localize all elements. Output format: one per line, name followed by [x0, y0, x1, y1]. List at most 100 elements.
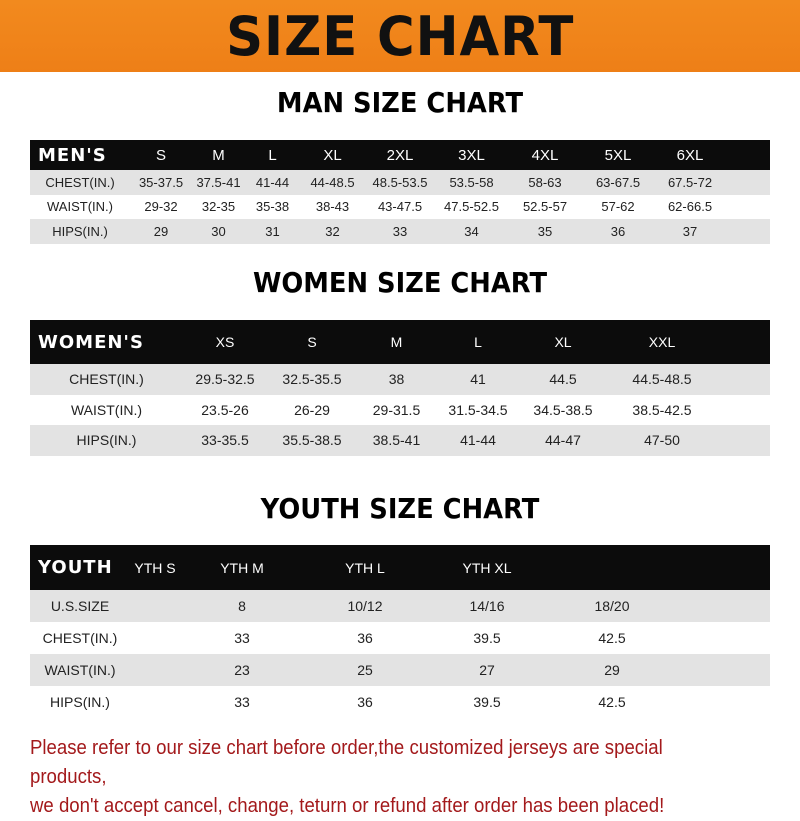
table-cell: 47.5-52.5: [444, 199, 499, 215]
table-cell: L: [474, 334, 482, 350]
table-cell: 62-66.5: [667, 199, 713, 215]
table-cell: 47-50: [644, 432, 680, 449]
table-cell: YTH XL: [462, 559, 512, 576]
table-row: U.S.SIZE 8 10/12 14/16 18/20: [30, 590, 770, 622]
table-cell: 44.5: [549, 371, 577, 388]
table-header-row: WOMEN'S XS S M L XL XXL: [30, 320, 770, 364]
table-cell: 25: [357, 662, 373, 678]
table-row: WAIST(IN.) 23.5-26 26-29 29-31.5 31.5-34.5 34…: [30, 394, 770, 425]
table-cell: 31.5-34.5: [448, 401, 508, 418]
table-cell: XS: [215, 334, 235, 350]
row-label: WAIST(IN.): [47, 199, 113, 215]
table-cell: 23.5-26: [201, 401, 249, 418]
title-banner: SIZE CHART: [0, 0, 800, 72]
table-cell: 29-32: [144, 199, 178, 215]
table-cell: 32-35: [201, 199, 236, 215]
table-cell: 6XL: [676, 146, 704, 164]
row-label: WOMEN'S: [38, 331, 144, 353]
table-cell: 36: [357, 630, 373, 646]
table-cell: YTH L: [345, 559, 385, 576]
table-cell: 2XL: [386, 146, 414, 164]
table-cell: 8: [238, 598, 246, 614]
notice-line: Please refer to our size chart before or…: [30, 737, 663, 788]
table-cell: M: [212, 146, 225, 164]
table-cell: XL: [554, 334, 572, 350]
row-label: CHEST(IN.): [45, 174, 115, 190]
row-label: YOUTH: [38, 557, 113, 578]
table-cell: 58-63: [528, 174, 562, 190]
table-row: CHEST(IN.) 35-37.5 37.5-41 41-44 44-48.5 48.5…: [30, 170, 770, 195]
table-cell: 41-44: [255, 174, 290, 190]
table-cell: 44-47: [545, 432, 581, 449]
table-cell: S: [307, 334, 317, 350]
row-label: U.S.SIZE: [50, 598, 110, 614]
table-header-row: YOUTH YTH S YTH M YTH L YTH XL: [30, 545, 770, 590]
row-label: HIPS(IN.): [52, 223, 108, 239]
table-cell: YTH M: [220, 559, 264, 576]
table-cell: 26-29: [294, 401, 330, 418]
table-cell: S: [155, 146, 166, 164]
row-label: MEN'S: [38, 144, 107, 166]
table-cell: 31: [265, 223, 280, 239]
table-cell: 39.5: [473, 630, 501, 646]
row-label: CHEST(IN.): [42, 630, 118, 646]
table-cell: 48.5-53.5: [372, 174, 428, 190]
table-cell: XXL: [648, 334, 676, 350]
table-cell: XL: [323, 146, 342, 164]
table-cell: 38.5-42.5: [632, 401, 692, 418]
table-cell: 41-44: [460, 432, 496, 449]
table-cell: 29.5-32.5: [195, 371, 255, 388]
table-cell: 39.5: [473, 694, 501, 710]
table-cell: 3XL: [458, 146, 485, 164]
table-row: CHEST(IN.) 33 36 39.5 42.5: [30, 622, 770, 654]
table-cell: 44-48.5: [310, 174, 355, 190]
table-cell: 37: [682, 223, 698, 239]
table-cell: 38: [388, 371, 405, 388]
table-cell: 27: [479, 662, 495, 678]
table-cell: 34.5-38.5: [533, 401, 593, 418]
table-row: HIPS(IN.) 29 30 31 32 33 34 35 36 37: [30, 219, 770, 244]
table-cell: 35: [537, 223, 553, 239]
table-cell: 32: [325, 223, 340, 239]
table-cell: 30: [211, 223, 226, 239]
table-row: WAIST(IN.) 23 25 27 29: [30, 654, 770, 686]
table-cell: 36: [357, 694, 373, 710]
row-label: WAIST(IN.): [44, 662, 116, 678]
table-cell: 33: [392, 223, 408, 239]
women-size-table: WOMEN'S XS S M L XL XXL CHEST(IN.) 29.5-32.5 32.5…: [30, 320, 770, 456]
table-cell: 33-35.5: [201, 432, 249, 449]
table-cell: 32.5-35.5: [282, 371, 342, 388]
table-cell: 33: [234, 630, 250, 646]
table-cell: 33: [234, 694, 250, 710]
table-cell: 42.5: [598, 630, 626, 646]
youth-heading: YOUTH SIZE CHART: [260, 492, 540, 525]
table-row: HIPS(IN.) 33 36 39.5 42.5: [30, 686, 770, 718]
table-cell: 52.5-57: [522, 199, 568, 215]
table-cell: YTH S: [134, 559, 176, 576]
table-cell: 63-67.5: [595, 174, 641, 190]
table-cell: 36: [610, 223, 626, 239]
table-cell: 29: [604, 662, 620, 678]
table-row: WAIST(IN.) 29-32 32-35 35-38 38-43 43-47.5 47.…: [30, 194, 770, 219]
table-cell: 35-38: [255, 199, 290, 215]
table-cell: 5XL: [604, 146, 632, 164]
table-cell: 41: [470, 371, 486, 388]
table-cell: 34: [464, 223, 479, 239]
table-cell: 57-62: [601, 199, 635, 215]
table-cell: 29-31.5: [372, 401, 421, 418]
row-label: HIPS(IN.): [50, 694, 110, 710]
table-cell: 38-43: [315, 199, 350, 215]
table-cell: 67.5-72: [667, 174, 713, 190]
women-heading: WOMEN SIZE CHART: [252, 266, 548, 299]
row-label: CHEST(IN.): [69, 371, 144, 388]
row-label: WAIST(IN.): [70, 401, 143, 418]
order-notice: Please refer to our size chart before or…: [30, 734, 737, 821]
table-cell: 10/12: [347, 598, 383, 614]
notice-line: we don't accept cancel, change, teturn o…: [30, 795, 665, 817]
table-cell: 14/16: [469, 598, 505, 614]
table-cell: L: [268, 146, 277, 164]
table-cell: 38.5-41: [372, 432, 421, 449]
men-size-table: MEN'S S M L XL 2XL 3XL 4XL 5XL 6XL CHEST(IN.) 35-37…: [30, 140, 770, 244]
table-cell: 37.5-41: [196, 174, 241, 190]
table-cell: 29: [153, 223, 169, 239]
